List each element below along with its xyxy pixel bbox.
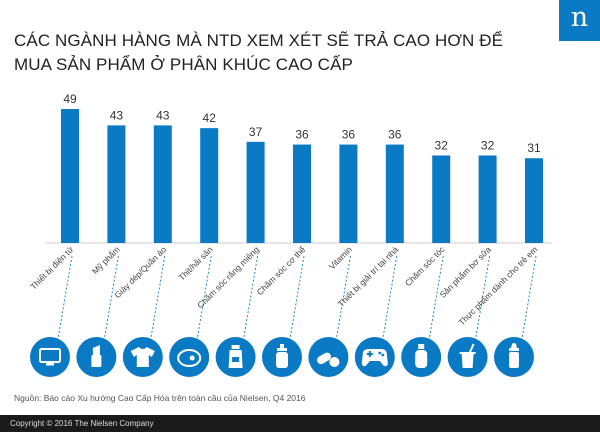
- bar-5: [246, 141, 265, 243]
- bar-6: [293, 144, 311, 243]
- icon-circle-4: [169, 337, 210, 377]
- bar-8: [385, 144, 404, 243]
- source-note: Nguồn: Báo cáo Xu hướng Cao Cấp Hóa trên…: [14, 393, 306, 403]
- category-label-4: Thịt/hải sản: [176, 244, 214, 282]
- lotion-bottle-icon: [276, 344, 288, 368]
- bar-value-label-2: 43: [110, 108, 124, 122]
- chart-title: CÁC NGÀNH HÀNG MÀ NTD XEM XÉT SẼ TRẢ CAO…: [14, 29, 534, 77]
- category-label-2: Mỹ phẩm: [90, 244, 122, 276]
- category-label-1: Thiết bị điện tử: [28, 244, 75, 291]
- lipstick-icon: [91, 345, 102, 367]
- icon-circle-1: [30, 337, 70, 377]
- copyright-text: Copyright © 2016 The Nielsen Company: [10, 419, 154, 428]
- bar-7: [339, 144, 358, 243]
- nielsen-logo: n: [559, 0, 600, 41]
- shampoo-icon: [415, 344, 428, 368]
- footer-bar: Copyright © 2016 The Nielsen Company: [0, 415, 600, 432]
- bar-value-label-8: 36: [388, 128, 402, 142]
- bar-10: [478, 155, 497, 243]
- gamepad-icon: [361, 349, 388, 367]
- title-line-1: CÁC NGÀNH HÀNG MÀ NTD XEM XÉT SẼ TRẢ CAO…: [14, 31, 504, 50]
- leader-line-1: [57, 255, 73, 340]
- bar-value-label-7: 36: [342, 128, 356, 142]
- bar-value-label-5: 37: [249, 125, 263, 139]
- leader-line-8: [382, 255, 398, 340]
- baby-bottle-icon: [509, 343, 519, 368]
- bar-chart: 49 Thiết bị điện tử 43 Mỹ phẩm 43 Giày dép/Qu…: [28, 92, 552, 377]
- leader-line-11: [521, 255, 537, 340]
- leader-line-6: [289, 255, 305, 340]
- bar-value-label-4: 42: [203, 111, 217, 125]
- steak-icon: [177, 349, 202, 367]
- title-line-2: MUA SẢN PHẨM Ở PHÂN KHÚC CAO CẤP: [14, 55, 353, 74]
- category-label-9: Chăm sóc tóc: [403, 244, 447, 288]
- bar-4: [200, 128, 219, 243]
- tv-icon: [39, 348, 61, 366]
- bar-2: [107, 125, 126, 243]
- bar-value-label-9: 32: [435, 138, 449, 152]
- leader-line-5: [243, 255, 259, 340]
- category-label-11: Thực phẩm dành cho trẻ em: [456, 244, 539, 327]
- bar-value-label-1: 49: [63, 92, 77, 106]
- bar-9: [432, 155, 451, 243]
- mouthwash-icon: [228, 345, 243, 368]
- bar-1: [61, 109, 79, 243]
- bar-value-label-10: 32: [481, 138, 495, 152]
- leader-line-3: [150, 255, 166, 340]
- logo-letter: n: [570, 2, 589, 33]
- bar-value-label-3: 43: [156, 108, 170, 122]
- bar-3: [153, 125, 172, 243]
- category-label-3: Giày dép/Quần áo: [112, 244, 168, 300]
- category-label-6: Chăm sóc cơ thể: [255, 244, 308, 297]
- pills-icon: [316, 352, 340, 367]
- tshirt-icon: [130, 347, 155, 367]
- bar-11: [525, 158, 543, 243]
- bar-value-label-11: 31: [527, 141, 541, 155]
- bar-value-label-6: 36: [295, 128, 309, 142]
- milk-icon: [459, 343, 476, 368]
